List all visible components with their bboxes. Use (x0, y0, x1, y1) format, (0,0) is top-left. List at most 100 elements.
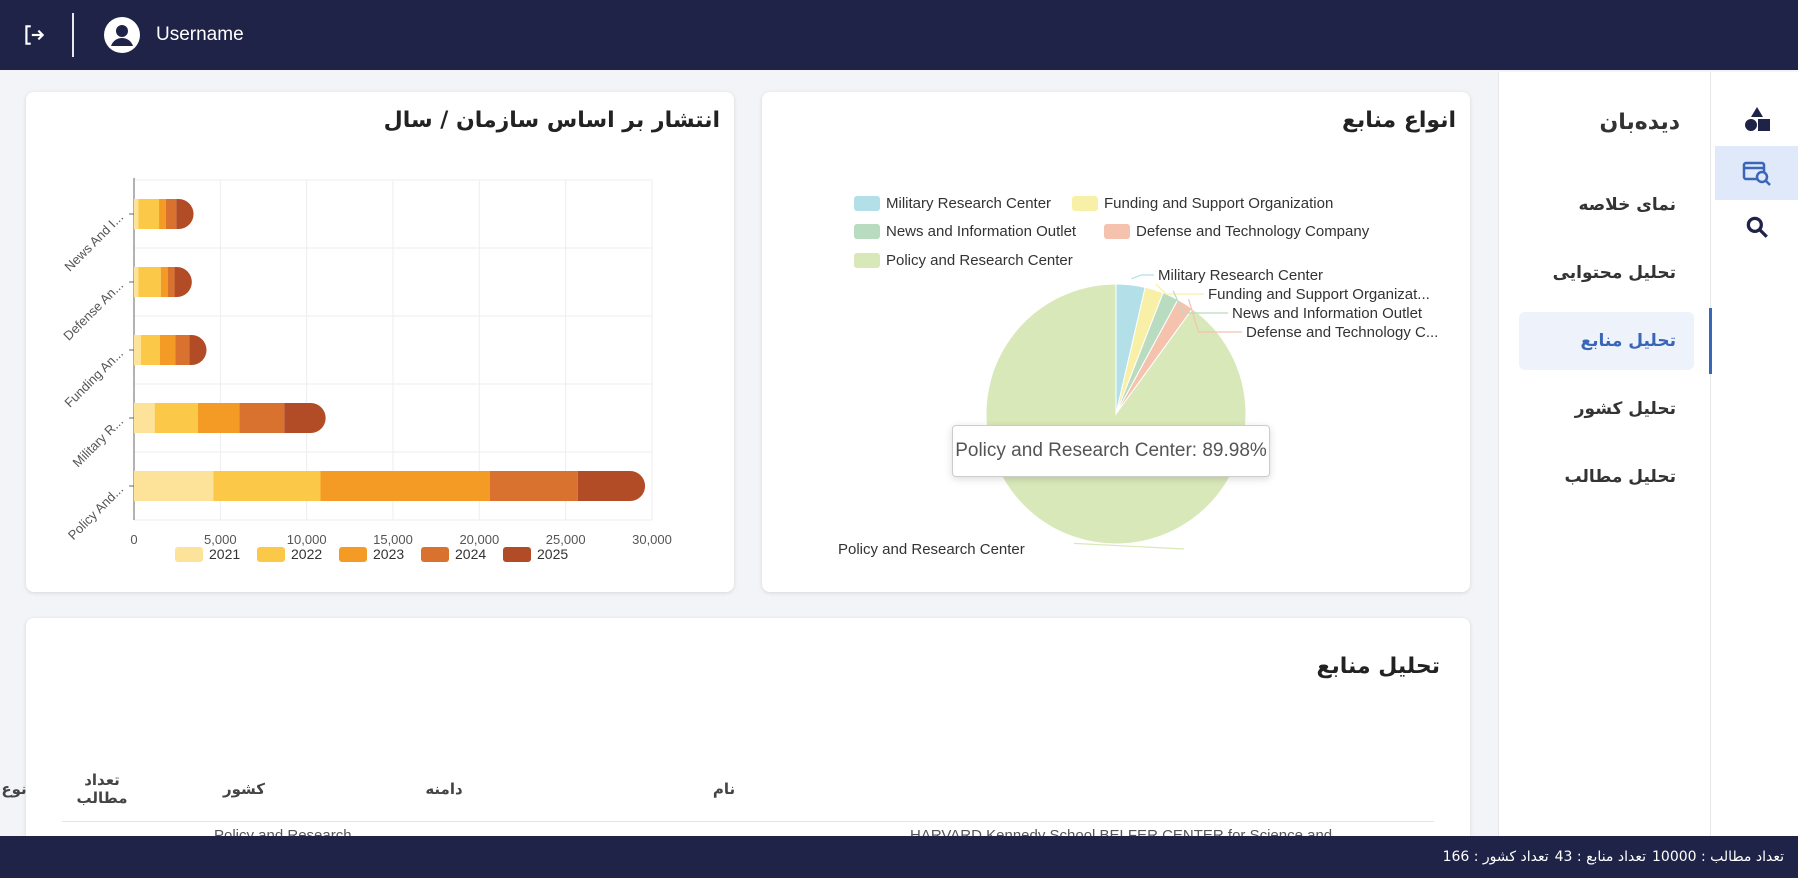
bar-segment[interactable] (138, 199, 160, 229)
pie-label-line (1131, 274, 1154, 280)
legend-item[interactable]: Funding and Support Organization (1072, 195, 1333, 212)
legend-label[interactable]: 2022 (291, 546, 322, 562)
rail-search-button[interactable] (1715, 200, 1798, 254)
rail-dashboard-button[interactable] (1715, 92, 1798, 146)
bar-segment[interactable] (167, 267, 175, 297)
bar-segment[interactable] (489, 471, 578, 501)
legend-item[interactable]: Military Research Center (854, 195, 1051, 212)
pie-slice-label: News and Information Outlet (1232, 305, 1423, 322)
legend-label[interactable]: 2025 (537, 546, 568, 562)
sidebar-item-summary[interactable]: نمای خلاصه (1519, 176, 1694, 234)
x-tick-label: 30,000 (632, 532, 672, 547)
bar-segment[interactable] (197, 403, 240, 433)
top-header: Username (0, 0, 1798, 70)
bar-card-title: انتشار بر اساس سازمان / سال (383, 108, 720, 133)
legend-swatch[interactable] (503, 547, 531, 562)
pie-label-line (1073, 542, 1185, 550)
bar-segment[interactable] (189, 335, 207, 365)
bar-segment[interactable] (140, 335, 160, 365)
y-category-label: Policy And... (65, 482, 126, 543)
y-category-label: Military R... (70, 414, 127, 471)
bar-segment[interactable] (134, 199, 139, 229)
y-category-label: News And I... (61, 210, 126, 275)
column-header-country[interactable]: کشور (222, 780, 266, 798)
x-tick-label: 15,000 (373, 532, 413, 547)
sidebar-item-label: تحلیل منابع (1580, 331, 1676, 351)
legend-swatch (1072, 196, 1098, 211)
legend-item[interactable]: Policy and Research Center (854, 252, 1073, 269)
pie-slice-label: Defense and Technology C... (1246, 324, 1438, 341)
sidebar-item-label: تحلیل مطالب (1564, 467, 1676, 487)
user-avatar-icon[interactable] (104, 17, 140, 53)
x-tick-label: 20,000 (459, 532, 499, 547)
status-bar: تعداد مطالب : 10000 تعداد منابع : 43 تعد… (0, 836, 1798, 878)
legend-swatch[interactable] (421, 547, 449, 562)
bar-segment[interactable] (175, 335, 190, 365)
x-tick-label: 0 (130, 532, 137, 547)
sidebar-item-label: نمای خلاصه (1578, 195, 1676, 215)
logout-button[interactable] (16, 17, 52, 53)
pie-slice-label: Military Research Center (1158, 267, 1323, 284)
column-header-name[interactable]: نام (712, 780, 736, 798)
bar-segment[interactable] (213, 471, 321, 501)
sidebar-item-content-analysis[interactable]: تحلیل محتوایی (1519, 244, 1694, 302)
sidebar-item-country-analysis[interactable]: تحلیل کشور (1519, 380, 1694, 438)
legend-label[interactable]: 2024 (455, 546, 486, 562)
legend-item[interactable]: Defense and Technology Company (1104, 223, 1369, 240)
pie-slice-label: Policy and Research Center (838, 541, 1025, 558)
legend-swatch[interactable] (175, 547, 203, 562)
search-icon (1746, 216, 1768, 238)
logout-icon (25, 25, 45, 45)
username-label: Username (156, 24, 244, 45)
bar-segment[interactable] (174, 267, 192, 297)
bar-segment[interactable] (138, 267, 161, 297)
table-card-title: تحلیل منابع (1316, 654, 1440, 679)
bar-segment[interactable] (134, 403, 155, 433)
header-divider (72, 13, 74, 57)
y-category-label: Defense An... (60, 278, 126, 344)
sources-table-header: نام دامنه کشور نوع تعداد مطالب (1, 756, 1434, 822)
column-header-post-count[interactable]: تعداد مطالب (76, 771, 128, 807)
sidebar-item-posts-analysis[interactable]: تحلیل مطالب (1519, 448, 1694, 506)
bar-segment[interactable] (160, 267, 168, 297)
bar-segment[interactable] (176, 199, 194, 229)
status-sources-count: تعداد منابع : 43 (1554, 849, 1646, 865)
shapes-icon (1745, 107, 1770, 131)
legend-swatch[interactable] (257, 547, 285, 562)
bar-segment[interactable] (320, 471, 490, 501)
pie-slice[interactable] (985, 283, 1247, 545)
bar-segment[interactable] (577, 471, 646, 501)
legend-label[interactable]: 2021 (209, 546, 240, 562)
bar-segment[interactable] (159, 335, 176, 365)
pie-label-line (1155, 283, 1204, 295)
bar-segment[interactable] (159, 199, 166, 229)
sources-table-card (26, 618, 1470, 836)
bar-segment[interactable] (165, 199, 177, 229)
table-row-fragment: HARVARD Kennedy School BELFER CENTER for… (910, 827, 1333, 836)
column-header-domain[interactable]: دامنه (425, 780, 463, 798)
legend-swatch (854, 196, 880, 211)
legend-label: Military Research Center (886, 195, 1052, 212)
bar-segment[interactable] (134, 267, 139, 297)
status-posts-count: تعداد مطالب : 10000 (1652, 849, 1784, 865)
legend-item[interactable]: News and Information Outlet (854, 223, 1076, 240)
sidebar-nav: دیده‌بان نمای خلاصه تحلیل محتوایی تحلیل … (1498, 72, 1712, 836)
sidebar-title: دیده‌بان (1599, 110, 1680, 135)
legend-label[interactable]: 2023 (373, 546, 404, 562)
bar-segment[interactable] (239, 403, 285, 433)
bar-segment[interactable] (134, 471, 214, 501)
bar-segment[interactable] (154, 403, 198, 433)
bar-segment[interactable] (284, 403, 326, 433)
legend-swatch[interactable] (339, 547, 367, 562)
pie-slice-label: Funding and Support Organizat... (1208, 286, 1430, 303)
source-types-pie-chart: Military Research Center Funding and Supp… (838, 267, 1438, 558)
column-header-type[interactable]: نوع (1, 780, 27, 798)
bar-segment[interactable] (134, 335, 141, 365)
legend-swatch (854, 253, 880, 268)
pie-label-line (1172, 290, 1228, 314)
x-tick-label: 25,000 (546, 532, 586, 547)
legend-label: News and Information Outlet (886, 223, 1077, 240)
rail-sources-button[interactable] (1715, 146, 1798, 200)
x-tick-label: 5,000 (204, 532, 237, 547)
sidebar-item-source-analysis[interactable]: تحلیل منابع (1519, 308, 1712, 374)
